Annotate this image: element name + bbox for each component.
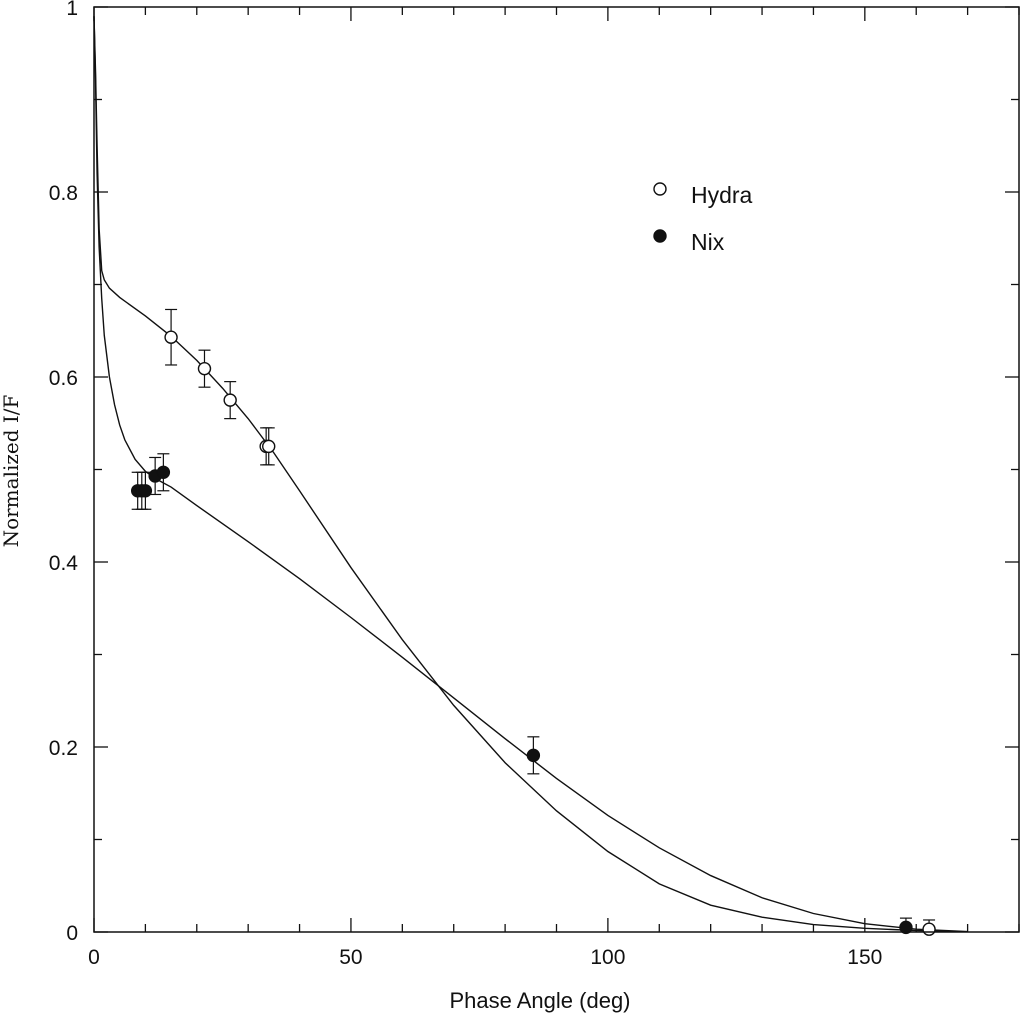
legend-nix-marker — [653, 229, 667, 243]
y-tick-label: 1 — [66, 0, 78, 20]
y-axis-label: Normalized I/F — [0, 394, 23, 547]
hydra-data-point — [223, 393, 237, 407]
x-tick-labels: 0 50 100 150 — [88, 946, 882, 969]
y-tick-label: 0.2 — [49, 737, 78, 760]
x-tick-label: 100 — [590, 946, 625, 969]
legend-hydra-marker — [653, 182, 667, 196]
x-tick-label: 150 — [847, 946, 882, 969]
y-tick-label: 0 — [66, 922, 78, 945]
legend: Hydra Nix — [653, 182, 753, 255]
legend-hydra-label: Hydra — [691, 182, 753, 208]
legend-nix-label: Nix — [691, 229, 725, 255]
hydra-data-point — [197, 361, 212, 376]
hydra-model-curve — [93, 16, 968, 933]
nix-data-point — [899, 920, 913, 935]
nix-data-point — [138, 484, 153, 498]
y-tick-label: 0.4 — [49, 552, 79, 575]
y-tick-label: 0.6 — [49, 367, 78, 390]
x-tick-label: 50 — [339, 946, 362, 969]
y-tick-labels: 0 0.2 0.4 0.6 0.8 1 — [49, 0, 79, 945]
data-points — [130, 308, 936, 936]
nix-data-point — [156, 465, 171, 479]
nix-model-curve — [93, 16, 968, 933]
y-tick-label: 0.8 — [49, 182, 78, 205]
plot-frame — [93, 6, 1020, 933]
nix-data-point — [526, 748, 541, 763]
hydra-data-point — [164, 330, 178, 344]
hydra-data-point — [922, 922, 936, 936]
hydra-data-point — [262, 439, 276, 454]
model-curves — [93, 16, 968, 933]
x-tick-label: 0 — [88, 946, 100, 969]
x-axis-label: Phase Angle (deg) — [449, 988, 630, 1013]
axis-ticks — [93, 6, 1020, 933]
